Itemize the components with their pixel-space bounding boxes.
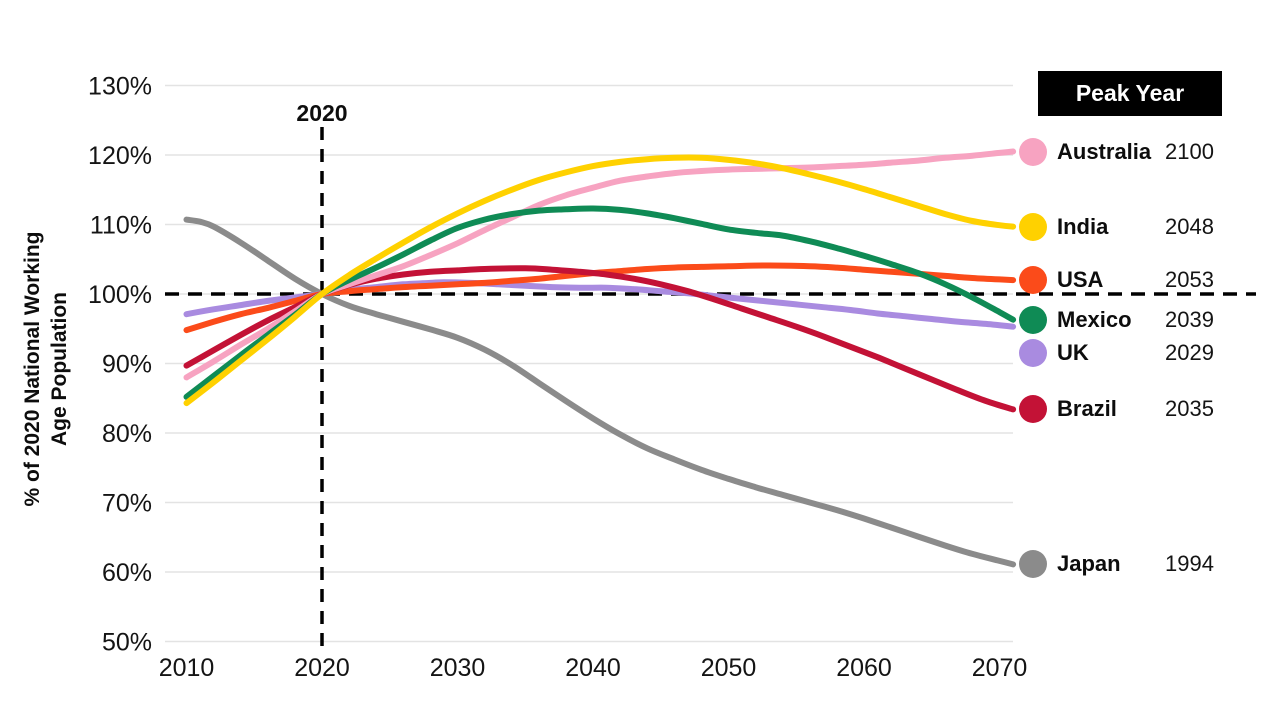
y-tick-label: 100% [88,281,152,309]
series-lines [183,148,1017,568]
x-tick-label: 2060 [836,654,892,682]
y-tick-label: 130% [88,73,152,101]
x-tick-label: 2040 [565,654,621,682]
y-axis-ticks: 50% 60% 70% 80% 90% 100% 110% 120% 130% [88,73,152,657]
x-axis-ticks: 2010 2020 2030 2040 2050 2060 2070 [159,654,1028,682]
vline-2020-label: 2020 [296,100,348,126]
y-axis-title: % of 2020 National Working Age Populatio… [19,189,75,549]
y-tick-label: 90% [102,351,152,379]
y-axis-title-line2: Age Population [48,292,71,446]
x-tick-label: 2030 [430,654,486,682]
x-tick-label: 2050 [701,654,757,682]
x-tick-label: 2020 [294,654,350,682]
y-tick-label: 80% [102,420,152,448]
y-axis-title-line1: % of 2020 National Working [21,231,44,507]
y-tick-label: 50% [102,629,152,657]
x-tick-label: 2070 [972,654,1028,682]
y-tick-label: 110% [90,212,152,240]
line-india [183,154,1017,407]
legend-header: Peak Year [1038,71,1222,116]
x-tick-label: 2010 [159,654,215,682]
y-tick-label: 60% [102,559,152,587]
y-tick-label: 120% [88,142,152,170]
y-tick-label: 70% [102,490,152,518]
line-japan [183,216,1017,568]
